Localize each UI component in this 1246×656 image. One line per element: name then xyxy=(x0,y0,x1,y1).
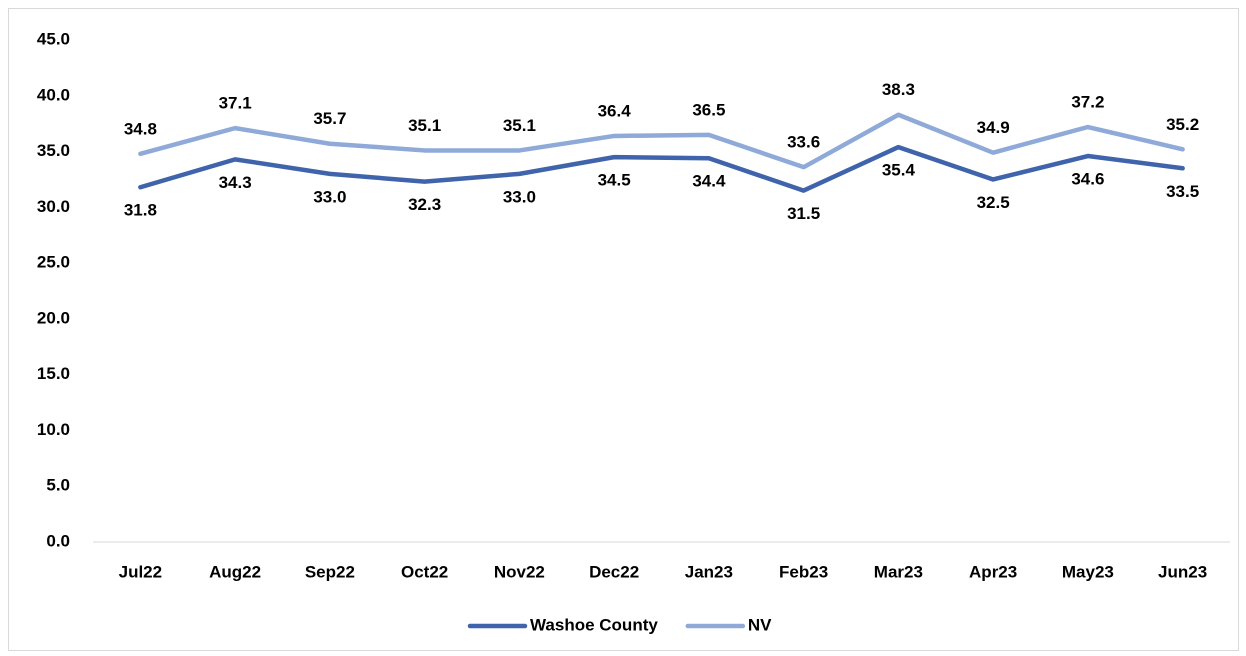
data-label: 31.5 xyxy=(787,204,820,223)
y-tick-label: 20.0 xyxy=(37,308,70,327)
data-label: 35.2 xyxy=(1166,115,1199,134)
data-label: 35.1 xyxy=(503,116,536,135)
y-tick-label: 15.0 xyxy=(37,364,70,383)
data-label: 33.0 xyxy=(503,187,536,206)
y-tick-label: 40.0 xyxy=(37,85,70,104)
y-tick-label: 30.0 xyxy=(37,197,70,216)
data-label: 33.0 xyxy=(313,187,346,206)
data-label: 33.6 xyxy=(787,133,820,152)
data-label: 35.4 xyxy=(882,161,916,180)
y-tick-label: 5.0 xyxy=(46,476,70,495)
series-line xyxy=(138,144,1185,193)
data-label: 37.1 xyxy=(219,94,252,113)
data-label: 38.3 xyxy=(882,80,915,99)
x-tick-label: Sep22 xyxy=(305,562,355,581)
data-label: 35.1 xyxy=(408,116,441,135)
data-label: 32.3 xyxy=(408,195,441,214)
x-tick-label: Aug22 xyxy=(209,562,261,581)
chart-frame xyxy=(8,8,1239,651)
data-label: 34.9 xyxy=(977,118,1010,137)
y-tick-label: 25.0 xyxy=(37,253,70,272)
legend-label: NV xyxy=(748,615,772,634)
series-line xyxy=(138,112,1185,170)
y-tick-label: 35.0 xyxy=(37,141,70,160)
x-tick-label: Jun23 xyxy=(1158,562,1207,581)
x-tick-label: Jan23 xyxy=(685,562,733,581)
data-label: 34.4 xyxy=(692,172,726,191)
data-label: 33.5 xyxy=(1166,182,1199,201)
data-label: 36.5 xyxy=(692,100,725,119)
x-tick-label: Nov22 xyxy=(494,562,545,581)
data-label: 34.5 xyxy=(598,171,631,190)
x-tick-label: Jul22 xyxy=(119,562,162,581)
legend-label: Washoe County xyxy=(530,615,658,634)
x-tick-label: Oct22 xyxy=(401,562,448,581)
data-label: 34.6 xyxy=(1071,170,1104,189)
y-tick-label: 45.0 xyxy=(37,29,70,48)
y-tick-label: 10.0 xyxy=(37,420,70,439)
x-tick-label: May23 xyxy=(1062,562,1114,581)
y-tick-label: 0.0 xyxy=(46,531,70,550)
x-tick-label: Mar23 xyxy=(874,562,923,581)
data-label: 35.7 xyxy=(313,109,346,128)
data-label: 37.2 xyxy=(1071,92,1104,111)
data-label: 32.5 xyxy=(977,193,1010,212)
x-tick-label: Dec22 xyxy=(589,562,639,581)
data-label: 34.8 xyxy=(124,119,157,138)
x-tick-label: Feb23 xyxy=(779,562,828,581)
data-label: 31.8 xyxy=(124,201,157,220)
data-label: 34.3 xyxy=(219,173,252,192)
data-label: 36.4 xyxy=(598,101,632,120)
x-tick-label: Apr23 xyxy=(969,562,1017,581)
